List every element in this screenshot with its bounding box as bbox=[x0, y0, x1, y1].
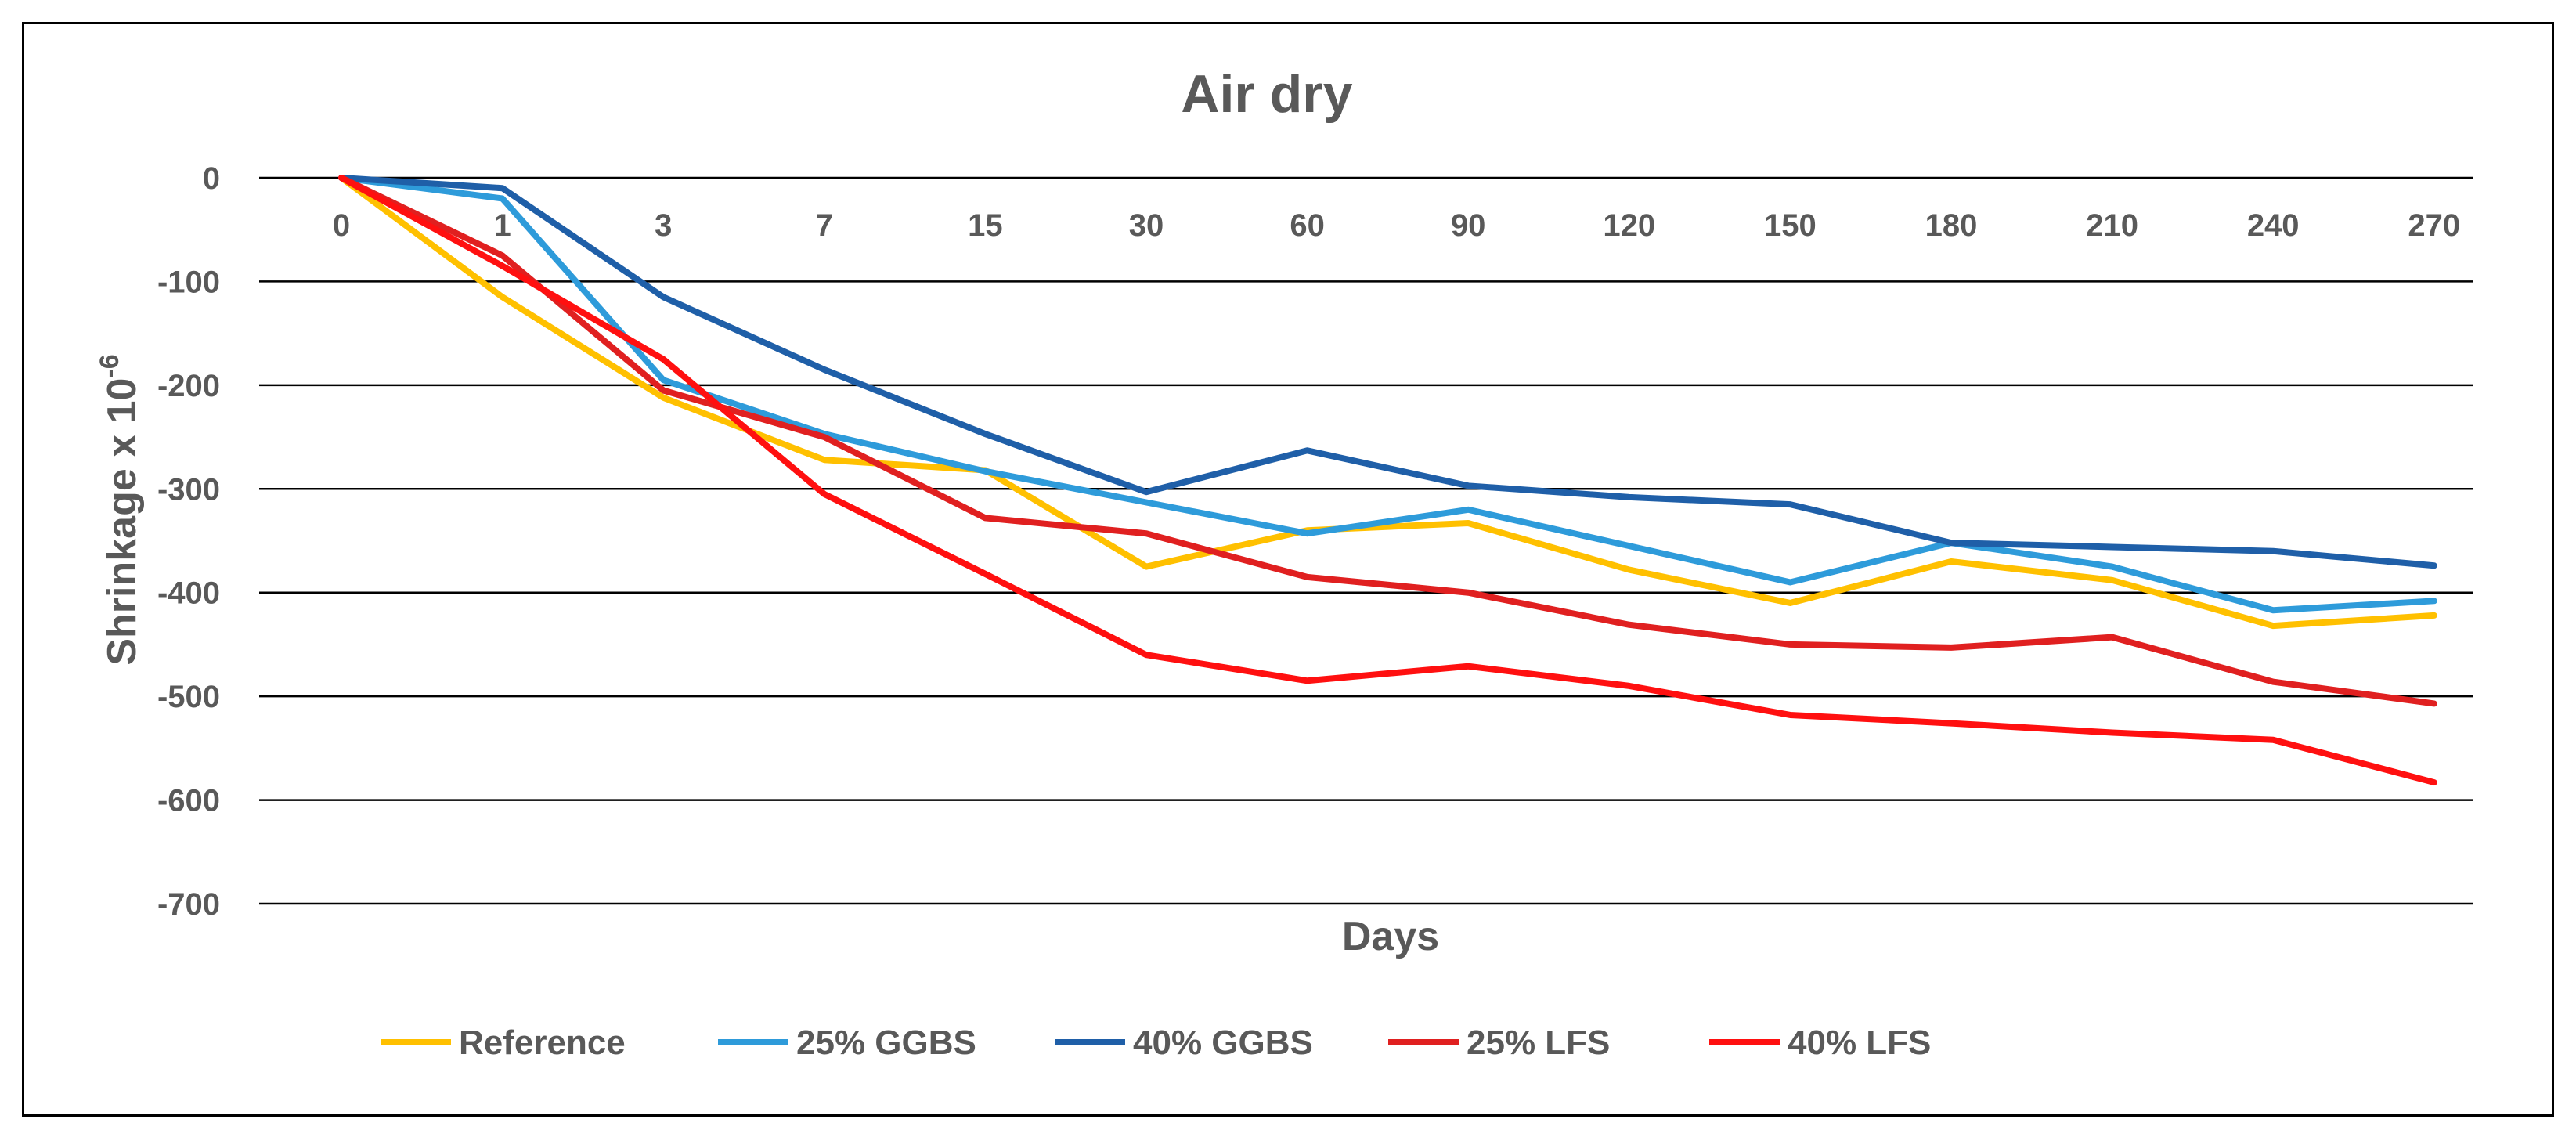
x-tick-label: 1 bbox=[493, 208, 511, 243]
legend-item: 25% GGBS bbox=[718, 1024, 976, 1062]
chart-frame: Air dry 0 -100 -200 -300 -400 -500 -600 -700 0 1… bbox=[22, 22, 2554, 1117]
legend-item: 25% LFS bbox=[1388, 1024, 1610, 1062]
legend-label: Reference bbox=[459, 1024, 626, 1062]
y-tick-label: -200 bbox=[157, 369, 220, 403]
x-tick-label: 3 bbox=[655, 208, 672, 243]
legend-label: 25% LFS bbox=[1467, 1024, 1610, 1062]
legend-label: 40% GGBS bbox=[1133, 1024, 1313, 1062]
x-tick-label: 210 bbox=[2086, 208, 2138, 243]
x-tick-label: 30 bbox=[1129, 208, 1164, 243]
legend-item: 40% LFS bbox=[1709, 1024, 1931, 1062]
x-axis-title: Days bbox=[1342, 914, 1439, 959]
gridlines bbox=[259, 176, 2473, 905]
series-line-40-ggbs bbox=[338, 175, 2437, 569]
y-tick-label: -100 bbox=[157, 265, 220, 299]
y-tick-label: -700 bbox=[157, 887, 220, 922]
series-line-reference bbox=[338, 175, 2437, 630]
chart: Air dry 0 -100 -200 -300 -400 -500 -600 -700 0 1… bbox=[95, 64, 2473, 1062]
x-tick-label: 120 bbox=[1603, 208, 1655, 243]
x-tick-label: 180 bbox=[1925, 208, 1978, 243]
y-tick-label: -400 bbox=[157, 576, 220, 611]
legend-label: 25% GGBS bbox=[796, 1024, 976, 1062]
y-tick-label: -300 bbox=[157, 472, 220, 507]
y-tick-label: 0 bbox=[203, 161, 220, 196]
x-tick-label: 7 bbox=[816, 208, 833, 243]
x-tick-label: 90 bbox=[1451, 208, 1486, 243]
legend-item: 40% GGBS bbox=[1055, 1024, 1313, 1062]
series-line-25-lfs bbox=[338, 175, 2437, 707]
y-axis-title: Shrinkage x 10-6 bbox=[95, 354, 145, 665]
y-axis-title-text: Shrinkage x 10 bbox=[99, 378, 145, 666]
series-lines bbox=[338, 175, 2437, 786]
y-axis-tick-labels: 0 -100 -200 -300 -400 -500 -600 -700 bbox=[157, 161, 220, 922]
x-axis-tick-labels: 0 1 3 7 15 30 60 90 120 150 180 210 240 270 bbox=[333, 208, 2460, 243]
y-axis-title-superscript: -6 bbox=[95, 354, 124, 377]
legend-label: 40% LFS bbox=[1788, 1024, 1931, 1062]
chart-title: Air dry bbox=[1181, 64, 1352, 124]
x-tick-label: 15 bbox=[968, 208, 1003, 243]
series-line-40-lfs bbox=[338, 175, 2437, 786]
series-line-25-ggbs bbox=[338, 175, 2437, 614]
legend-item: Reference bbox=[381, 1024, 626, 1062]
x-tick-label: 270 bbox=[2408, 208, 2460, 243]
legend: Reference 25% GGBS 40% GGBS 25% LFS 40% LFS bbox=[381, 1024, 1931, 1062]
x-tick-label: 0 bbox=[333, 208, 350, 243]
x-tick-label: 240 bbox=[2247, 208, 2300, 243]
y-tick-label: -600 bbox=[157, 784, 220, 818]
x-tick-label: 60 bbox=[1290, 208, 1325, 243]
x-tick-label: 150 bbox=[1764, 208, 1817, 243]
y-tick-label: -500 bbox=[157, 680, 220, 714]
